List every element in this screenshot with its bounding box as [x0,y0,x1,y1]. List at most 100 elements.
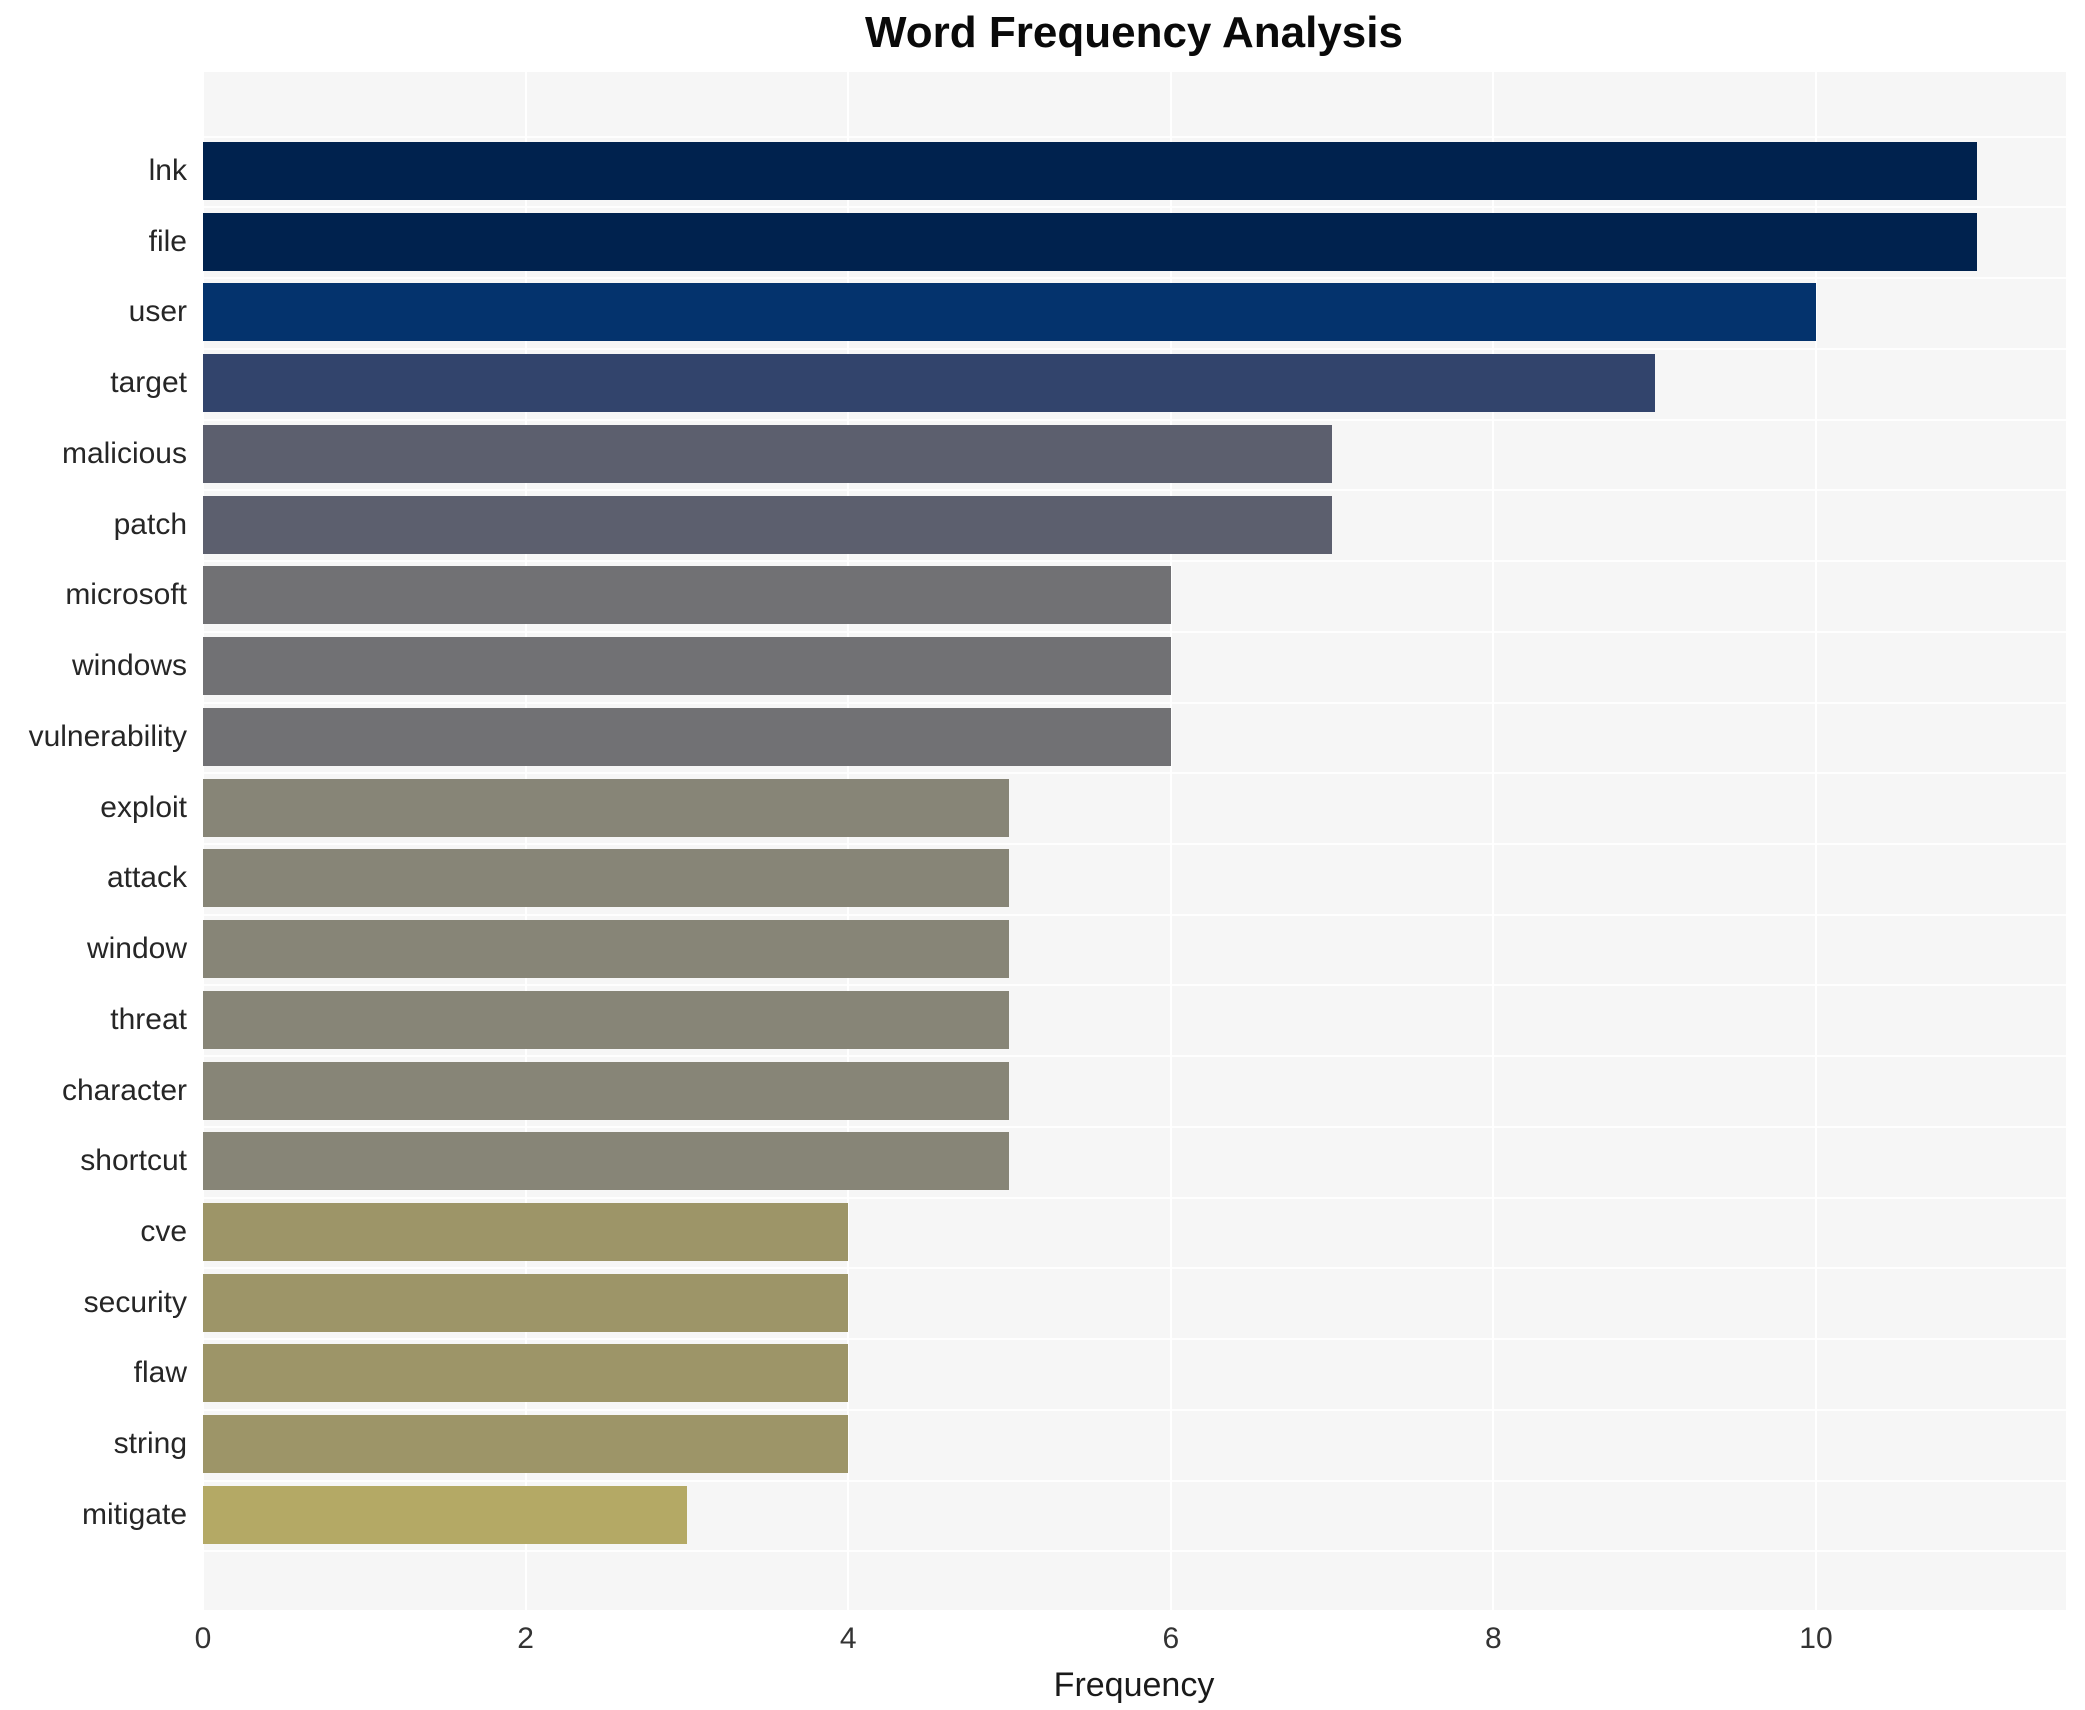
bar-row: window [0,920,2066,979]
gridline-horizontal [203,418,2066,421]
category-label: cve [140,1215,187,1249]
category-label: user [128,295,187,329]
gridline-horizontal [203,630,2066,633]
gridline-horizontal [203,1338,2066,1341]
x-axis-label: Frequency [1053,1666,1215,1704]
gridline-horizontal [203,1196,2066,1199]
bar-row: attack [0,849,2066,908]
bar-track [203,1344,2066,1403]
gridline-vertical [1814,72,1817,1610]
bar-vulnerability [203,707,1171,766]
category-label: target [110,366,187,400]
bar-track [203,283,2066,342]
gridline-horizontal [203,772,2066,775]
bar-cve [203,1203,849,1262]
bar-threat [203,990,1010,1049]
bar-character [203,1061,1010,1120]
bar-track [203,212,2066,271]
x-tick-label: 6 [1162,1622,1180,1655]
bar-string [203,1415,849,1474]
bar-track [203,990,2066,1049]
bar-track [203,566,2066,625]
bar-row: cve [0,1203,2066,1262]
bar-row: string [0,1415,2066,1474]
bar-track [203,1203,2066,1262]
bar-row: flaw [0,1344,2066,1403]
bar-row: exploit [0,778,2066,837]
bar-shortcut [203,1132,1010,1191]
category-label: windows [71,649,187,683]
category-label: security [83,1285,187,1319]
gridline-horizontal [203,1550,2066,1553]
bar-track [203,637,2066,696]
bar-mitigate [203,1485,687,1544]
bar-row: character [0,1061,2066,1120]
x-tick-label: 2 [517,1622,534,1655]
category-label: patch [113,507,187,541]
gridline-vertical [1492,72,1495,1610]
bar-row: shortcut [0,1132,2066,1191]
chart-title: Word Frequency Analysis [865,8,1403,57]
category-label: microsoft [65,578,187,612]
gridline-horizontal [203,1267,2066,1270]
bar-user [203,283,1816,342]
gridline-vertical [1169,72,1172,1610]
gridline-horizontal [203,489,2066,492]
category-label: string [113,1427,187,1461]
bar-row: target [0,354,2066,413]
category-label: file [148,224,187,258]
bar-track [203,1273,2066,1332]
bar-row: user [0,283,2066,342]
bar-track [203,920,2066,979]
bar-track [203,354,2066,413]
bar-track [203,1132,2066,1191]
bar-track [203,849,2066,908]
category-label: mitigate [81,1497,187,1531]
bar-attack [203,849,1010,908]
bar-file [203,212,1978,271]
gridline-horizontal [203,135,2066,138]
gridline-horizontal [203,206,2066,209]
bar-target [203,354,1655,413]
x-tick-label: 8 [1485,1622,1502,1655]
bar-row: microsoft [0,566,2066,625]
bar-lnk [203,142,1978,200]
bar-exploit [203,778,1010,837]
category-label: window [86,932,187,966]
bar-flaw [203,1344,849,1403]
gridline-vertical [524,72,527,1610]
category-label: threat [110,1002,187,1036]
bar-track [203,424,2066,483]
bar-track [203,142,2066,200]
gridline-horizontal [203,1479,2066,1482]
bar-patch [203,495,1333,554]
category-label: attack [106,861,187,895]
bar-track [203,1415,2066,1474]
gridline-horizontal [203,843,2066,845]
bar-rows-container: lnk file user target malicious patch microsoft… [0,72,2066,1610]
bar-windows [203,637,1171,696]
category-label: lnk [148,154,187,187]
bar-malicious [203,424,1333,483]
bar-track [203,778,2066,837]
bar-row: patch [0,495,2066,554]
gridline-horizontal [203,560,2066,563]
bar-row: malicious [0,424,2066,483]
bar-row: threat [0,990,2066,1049]
bar-track [203,495,2066,554]
bar-security [203,1273,849,1332]
bar-track [203,707,2066,766]
category-label: shortcut [80,1144,187,1178]
x-tick-label: 0 [194,1622,212,1655]
gridline-horizontal [203,701,2066,704]
bar-row: security [0,1273,2066,1332]
category-label: malicious [61,436,187,470]
gridline-vertical [202,72,204,1610]
bar-row: file [0,212,2066,271]
x-tick-label: 10 [1799,1622,1833,1655]
gridline-horizontal [203,984,2066,987]
gridline-horizontal [203,277,2066,280]
x-tick-label: 4 [839,1622,857,1655]
gridline-horizontal [203,1055,2066,1058]
gridline-horizontal [203,347,2066,350]
